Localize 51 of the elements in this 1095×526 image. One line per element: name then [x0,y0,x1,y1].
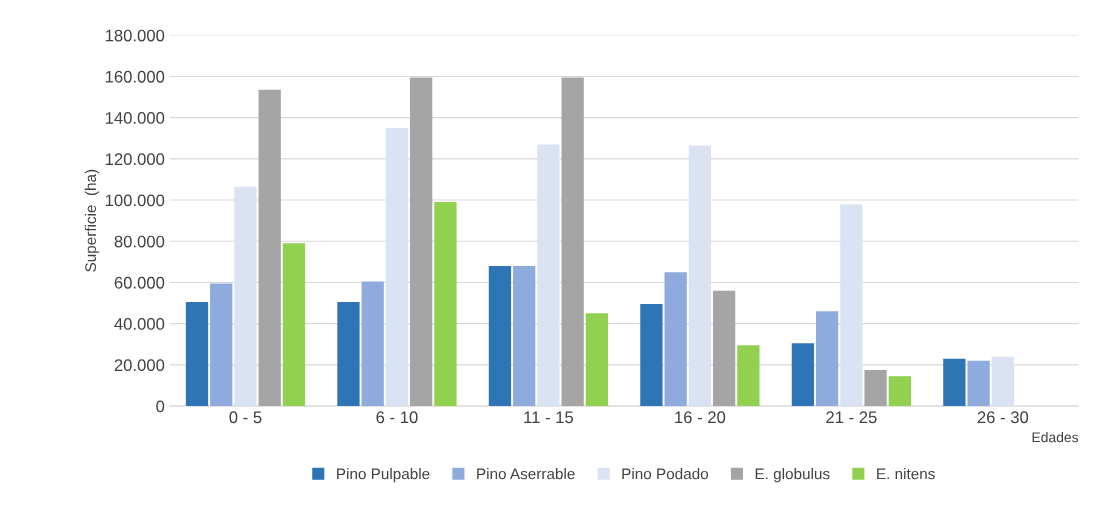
legend-label: Pino Aserrable [477,468,575,480]
bar [410,77,433,407]
bar [737,345,760,407]
x-axis-title: Edades [1032,432,1079,443]
bar [943,358,966,407]
x-tick-label: 16 - 20 [675,411,726,424]
legend-label: E. nitens [877,468,935,480]
bar [385,127,409,407]
bar [337,302,360,407]
bar [967,360,990,407]
bar [585,313,609,407]
y-tick-label: 80.000 [114,235,165,248]
bar [210,283,233,407]
bar [282,243,306,407]
bar [712,290,736,407]
bar [991,356,1014,407]
bar [864,370,887,407]
bar [791,343,815,407]
bar [488,265,512,407]
bar [258,89,281,407]
y-axis-title: Superficie (ha) [84,169,100,272]
bar [185,302,209,407]
bar [840,204,863,407]
y-tick-label: 40.000 [114,318,165,330]
legend-label: Pino Pulpable [337,468,430,483]
y-tick-label: 140.000 [105,112,165,124]
y-tick-label: 60.000 [114,276,165,289]
legend-label: Pino Podado [622,468,709,480]
bar [664,272,687,407]
bar [815,311,839,407]
bar [434,202,457,407]
x-tick-label: 11 - 15 [524,411,574,424]
y-tick-label: 180.000 [105,29,165,42]
y-tick-label: 160.000 [105,70,165,83]
y-tick-label: 0 [156,400,165,413]
x-tick-label: 0 - 5 [229,411,262,424]
x-tick-label: 21 - 25 [826,411,877,424]
bar [688,145,712,407]
y-tick-label: 20.000 [114,359,165,372]
y-tick-label: 100.000 [105,194,165,207]
legend-label: E. globulus [755,468,830,483]
bar [361,281,384,407]
bar [513,265,536,407]
x-tick-label: 26 - 30 [977,411,1029,424]
y-tick-label: 120.000 [105,153,165,166]
bar [537,144,560,407]
bar [561,77,584,407]
bar [234,186,257,407]
x-tick-label: 6 - 10 [376,411,418,424]
bar [640,304,663,407]
bar [888,376,911,407]
